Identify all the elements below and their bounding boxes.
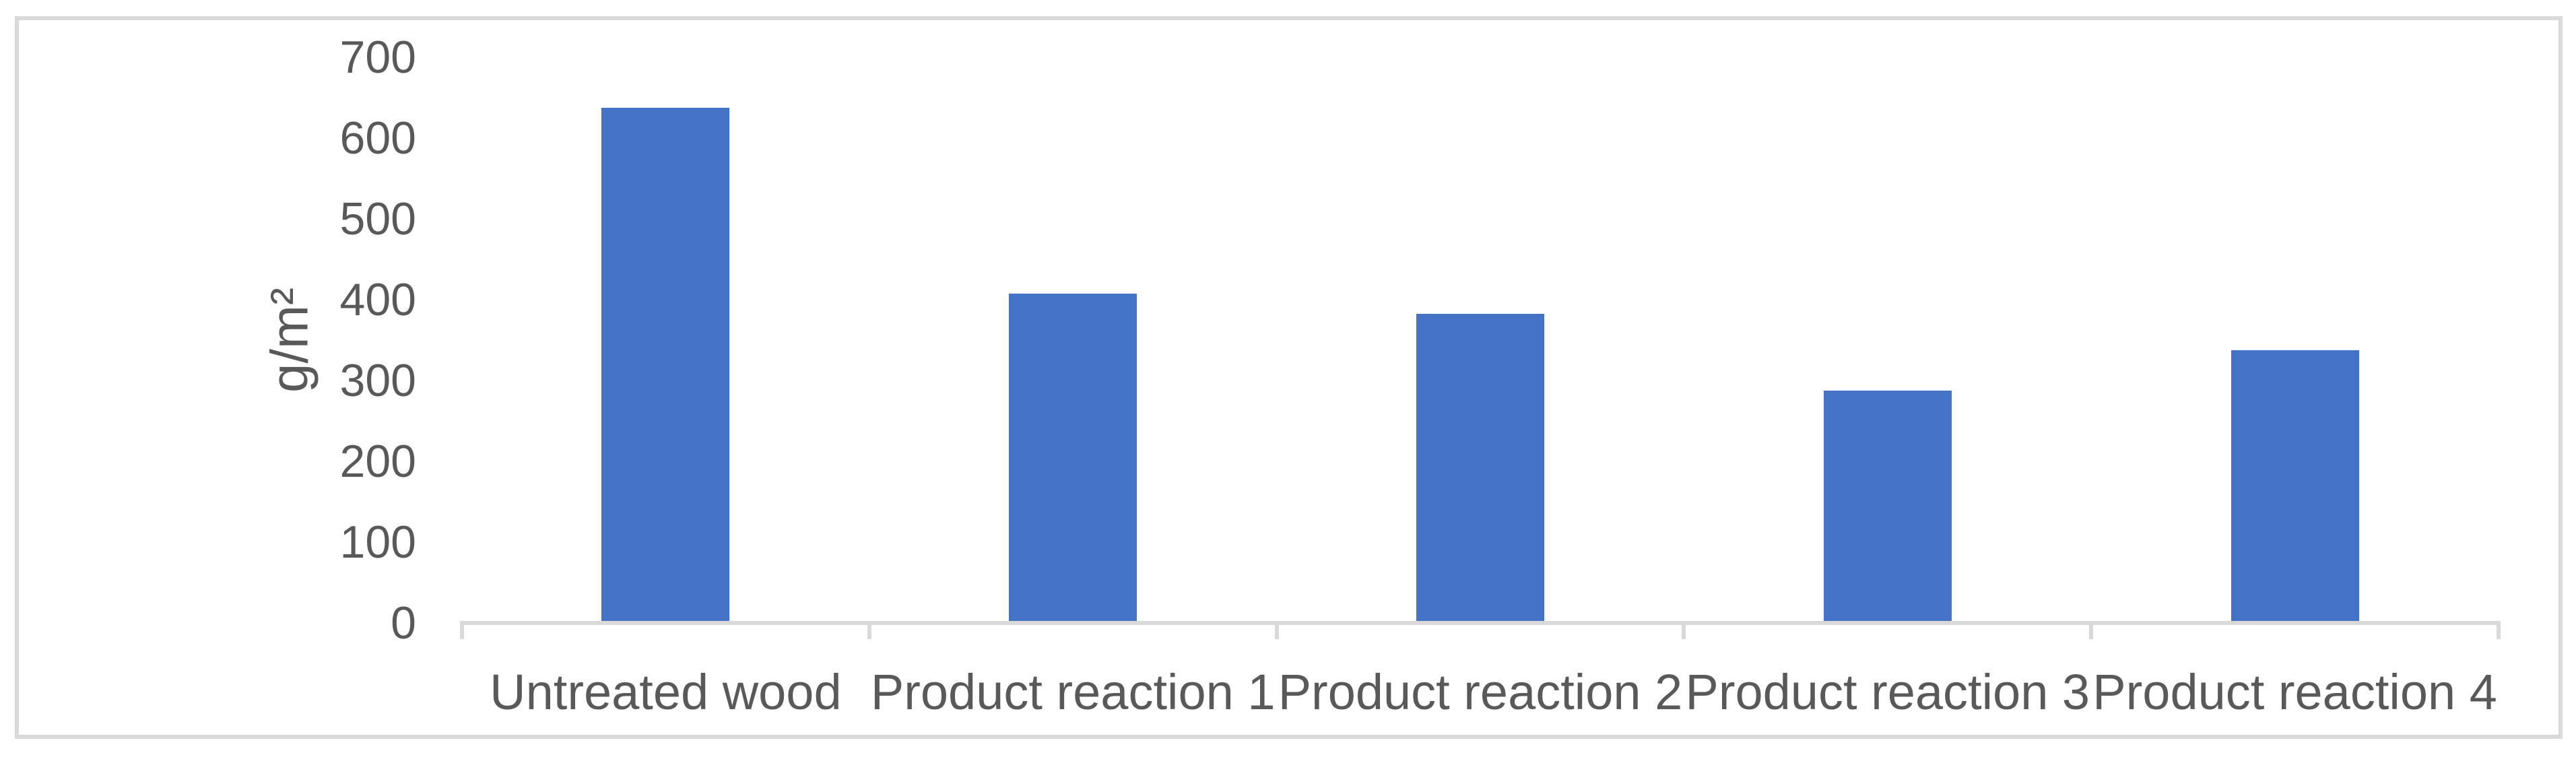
x-axis-tick-mark (2089, 625, 2094, 639)
x-axis-line (460, 621, 2501, 625)
x-axis-tick-mark (1682, 625, 1686, 639)
y-tick-label: 600 (339, 112, 416, 164)
plot-area (460, 55, 2501, 639)
y-tick-label: 400 (339, 274, 416, 325)
y-tick-label: 500 (339, 193, 416, 244)
bar-5 (2231, 350, 2359, 621)
y-tick-label: 200 (339, 436, 416, 487)
x-axis-tick-mark (2497, 625, 2501, 639)
y-tick-label: 100 (339, 517, 416, 568)
x-category-label: Product reaction 4 (2092, 664, 2497, 720)
y-tick-label: 0 (391, 597, 416, 649)
x-category-label: Untreated wood (490, 664, 842, 720)
chart-border-frame (15, 16, 2563, 739)
bar-2 (1009, 294, 1137, 621)
bar-1 (601, 108, 730, 621)
bar-4 (1823, 391, 1952, 621)
x-category-label: Product reaction 3 (1685, 664, 2090, 720)
x-category-label: Product reaction 2 (1278, 664, 1683, 720)
bar-3 (1416, 314, 1544, 621)
x-axis-tick-mark (867, 625, 871, 639)
y-tick-label: 700 (339, 32, 416, 83)
x-category-label: Product reaction 1 (870, 664, 1276, 720)
x-axis-tick-mark (460, 625, 464, 639)
x-axis-tick-mark (1274, 625, 1279, 639)
y-axis-tick-labels: 0 100 200 300 400 500 600 700 (0, 0, 416, 757)
y-tick-label: 300 (339, 355, 416, 406)
